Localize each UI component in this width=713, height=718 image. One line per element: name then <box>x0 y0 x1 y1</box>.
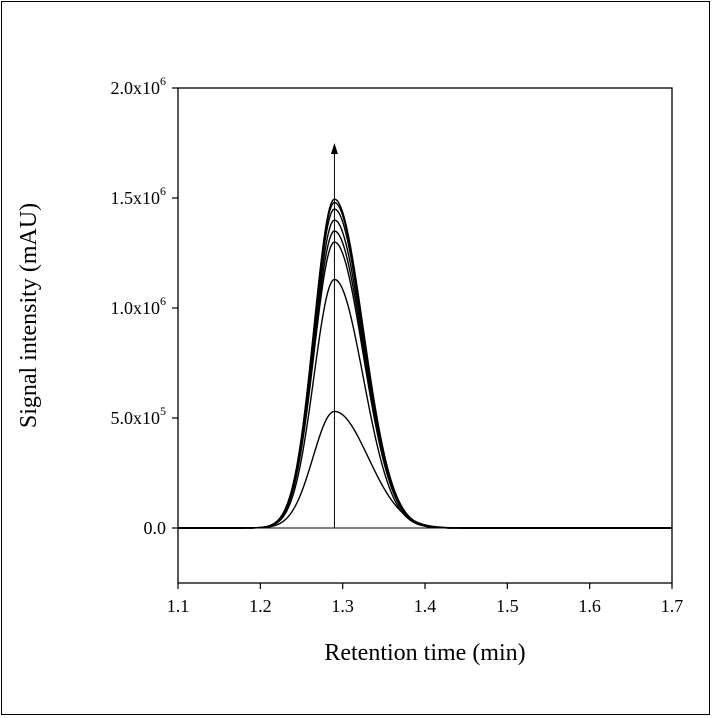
y-tick-label: 5.0x105 <box>111 404 167 428</box>
x-axis-title: Retention time (min) <box>324 640 525 666</box>
x-tick-label: 1.1 <box>167 596 190 616</box>
plot-layer <box>178 143 672 529</box>
plot-area-border <box>177 87 673 584</box>
series-line-3 <box>178 241 672 529</box>
x-tick-label: 1.3 <box>331 596 354 616</box>
series-line-6 <box>178 208 672 529</box>
y-axis-title: Signal intensity (mAU) <box>16 203 42 428</box>
x-tick-label: 1.4 <box>414 596 437 616</box>
series-line-1 <box>178 410 672 529</box>
x-tick-label: 1.6 <box>578 596 601 616</box>
series-line-4 <box>178 230 672 529</box>
trend-arrow-head <box>330 143 338 154</box>
series-line-2 <box>178 278 672 529</box>
y-axis-ticks: 0.0 5.0x105 1.0x106 1.5x106 2.0x106 <box>111 74 178 538</box>
series-line-8 <box>178 198 672 529</box>
series-line-7 <box>178 201 672 529</box>
y-tick-label: 1.0x106 <box>111 294 167 318</box>
series-line-5 <box>178 219 672 529</box>
y-tick-label: 0.0 <box>144 518 167 538</box>
y-tick-label: 1.5x106 <box>111 184 167 208</box>
y-tick-label: 2.0x106 <box>111 74 167 98</box>
x-tick-label: 1.2 <box>249 596 272 616</box>
x-tick-label: 1.5 <box>496 596 519 616</box>
x-tick-label: 1.7 <box>661 596 684 616</box>
x-axis-ticks: 1.1 1.2 1.3 1.4 1.5 1.6 1.7 <box>167 583 684 616</box>
